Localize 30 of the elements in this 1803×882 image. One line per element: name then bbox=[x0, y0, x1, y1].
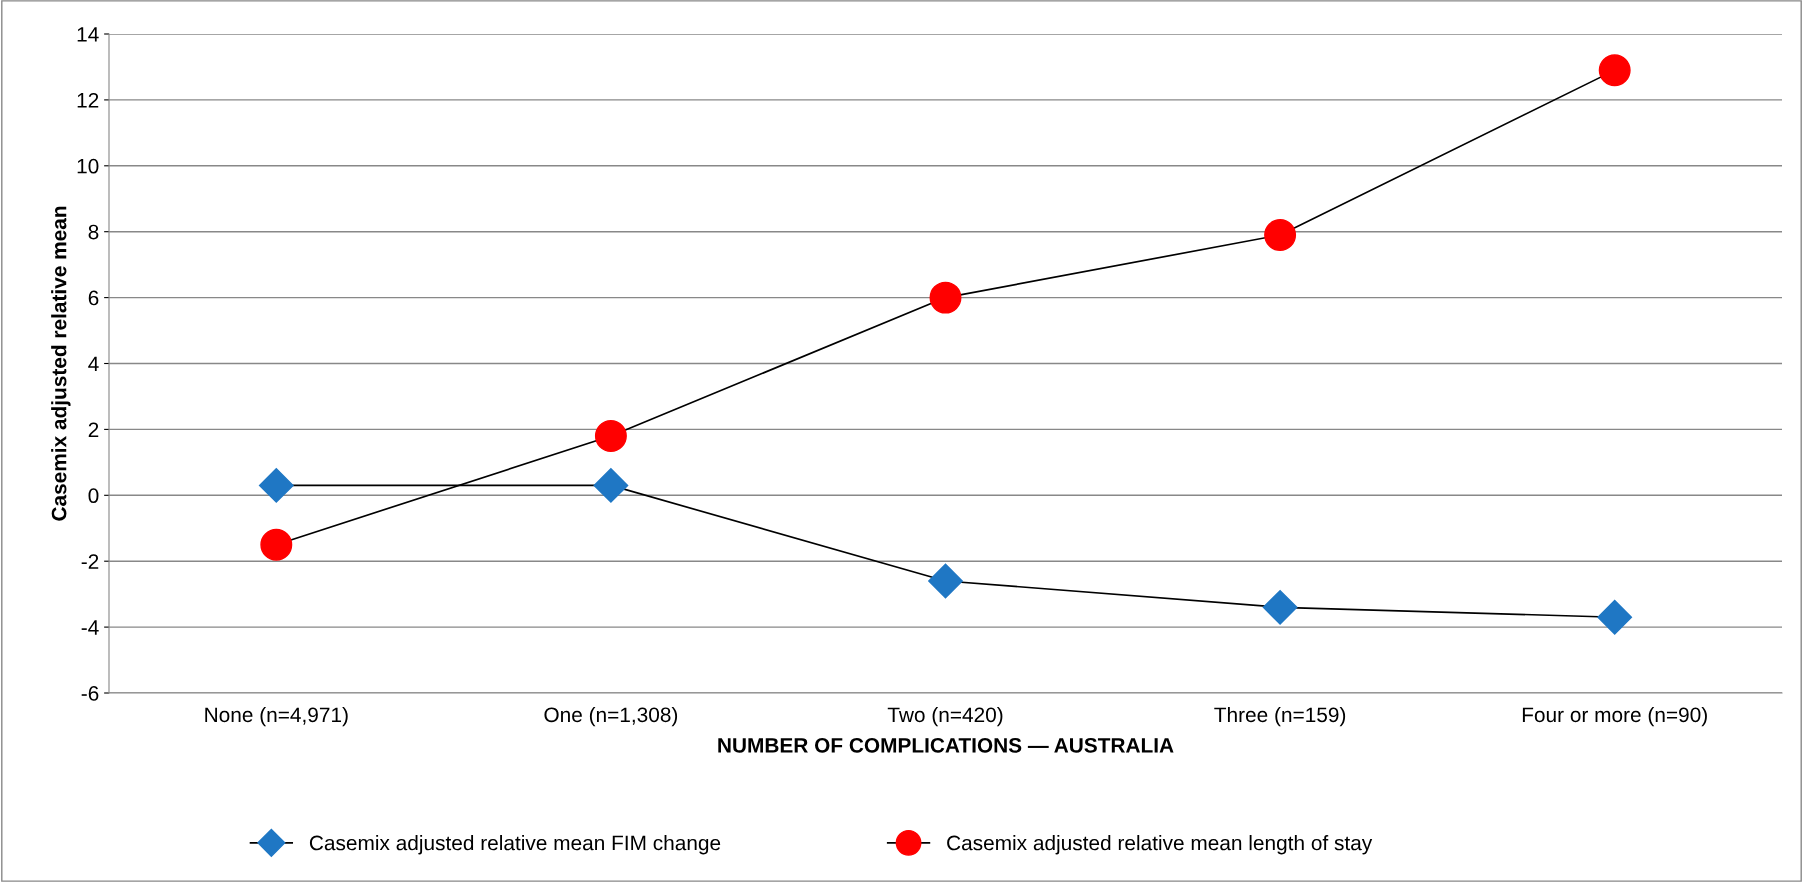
x-axis-title: NUMBER OF COMPLICATIONS — AUSTRALIA bbox=[718, 737, 1174, 753]
point bbox=[928, 563, 963, 599]
point bbox=[594, 420, 627, 452]
y-tick-label: 4 bbox=[88, 356, 99, 372]
y-tick-label: 12 bbox=[77, 92, 99, 108]
legend-label: Casemix adjusted relative mean FIM change bbox=[309, 835, 721, 855]
point bbox=[260, 528, 293, 561]
legend-label: Casemix adjusted relative mean length of stay bbox=[947, 835, 1373, 855]
y-tick-label: -4 bbox=[81, 620, 99, 635]
y-axis-title: Casemix adjusted relative mean bbox=[51, 206, 71, 521]
y-tick-label: 8 bbox=[88, 224, 99, 240]
point bbox=[1597, 599, 1633, 635]
point bbox=[1264, 219, 1297, 251]
x-tick-label: None (n=4,971) bbox=[205, 706, 348, 727]
point bbox=[1262, 589, 1298, 625]
x-tick-label: Four or more (n=90) bbox=[1522, 706, 1707, 727]
point bbox=[258, 468, 294, 503]
y-tick-label: 2 bbox=[88, 422, 99, 437]
x-tick-label: One (n=1,308) bbox=[544, 706, 678, 727]
point bbox=[929, 281, 962, 314]
y-tick-label: 6 bbox=[88, 290, 99, 306]
y-tick-label: 10 bbox=[77, 158, 99, 174]
y-tick-label: -6 bbox=[81, 686, 99, 701]
y-tick-label: 14 bbox=[77, 27, 99, 42]
point bbox=[593, 468, 629, 503]
y-tick-label: -2 bbox=[81, 554, 99, 569]
x-tick-label: Two (n=420) bbox=[887, 706, 1003, 727]
point bbox=[1598, 54, 1631, 87]
x-tick-label: Three (n=159) bbox=[1214, 706, 1346, 727]
y-tick-label: 0 bbox=[88, 488, 99, 504]
